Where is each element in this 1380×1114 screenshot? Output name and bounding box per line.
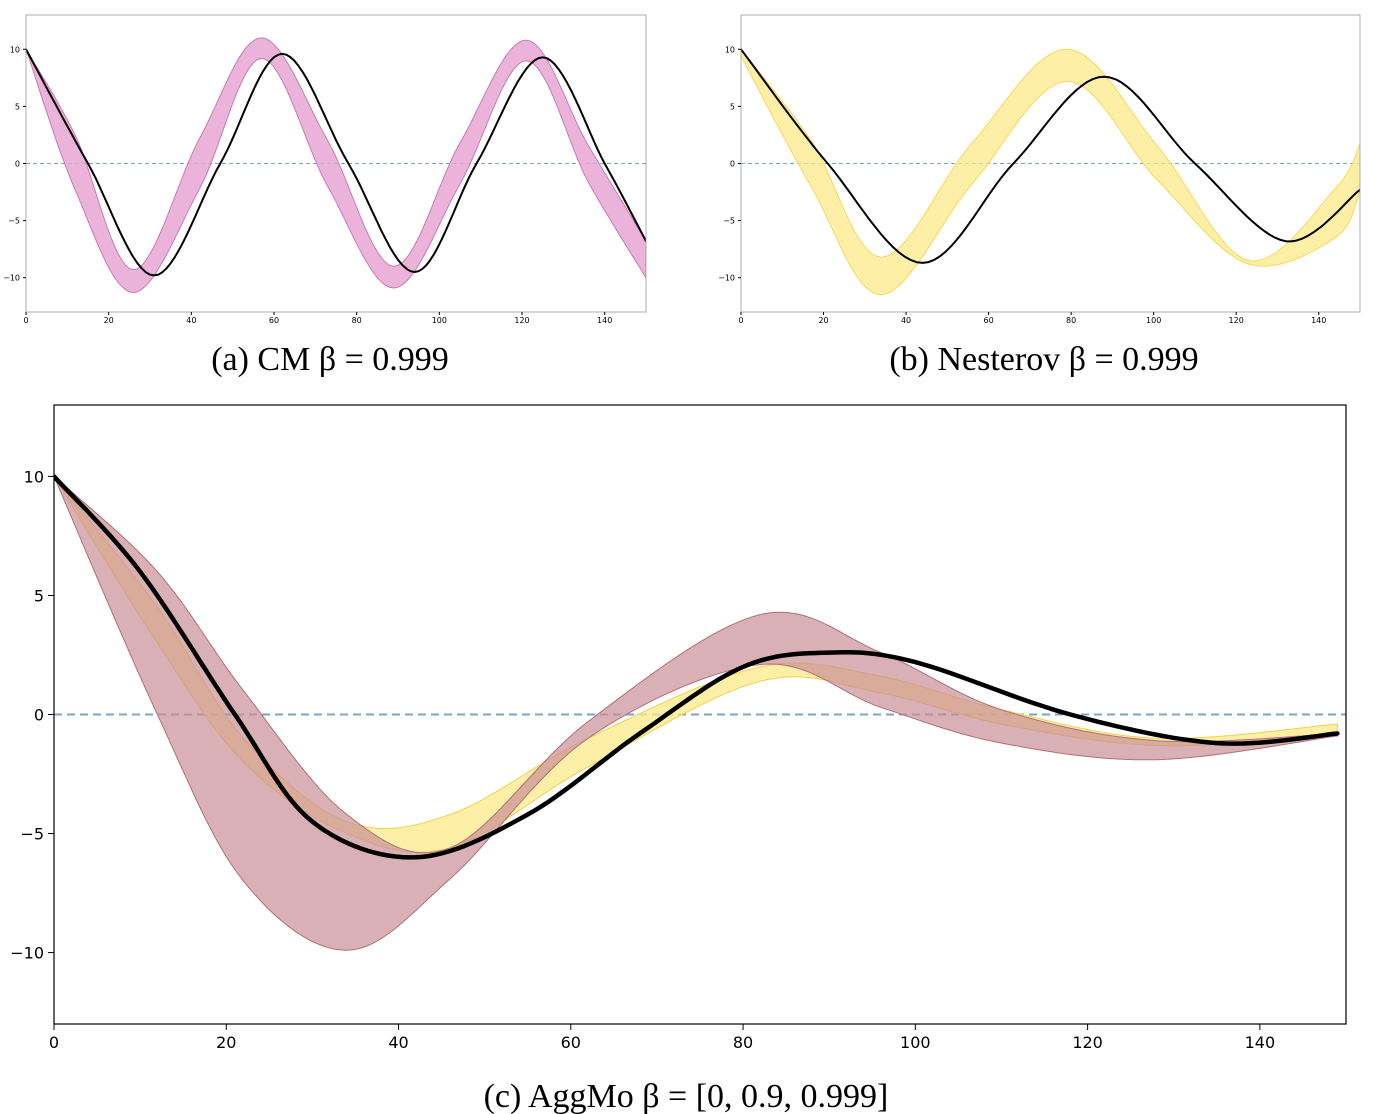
- plot-area: [26, 37, 646, 294]
- x-tick-label: 40: [901, 316, 911, 325]
- y-tick-label: 0: [15, 160, 20, 169]
- y-tick-label: 5: [34, 586, 44, 605]
- x-tick-label: 100: [1146, 316, 1161, 325]
- y-tick-label: −5: [723, 217, 735, 226]
- x-tick-label: 20: [216, 1033, 236, 1052]
- y-tick-label: −5: [8, 217, 20, 226]
- y-tick-label: 10: [10, 45, 20, 54]
- x-tick-label: 60: [561, 1033, 581, 1052]
- y-tick-label: −10: [3, 274, 20, 283]
- x-tick-label: 20: [104, 316, 114, 325]
- range-band-1: [26, 37, 646, 294]
- plot-area: [54, 474, 1346, 951]
- y-tick-label: −5: [20, 825, 44, 844]
- x-tick-label: 140: [1245, 1033, 1276, 1052]
- trajectory-line: [54, 474, 1340, 860]
- trajectory-line: [741, 48, 1360, 264]
- chart-cm: 0 20 40 60 80 100 120 140 −10 −5 0 5 10: [3, 14, 647, 325]
- x-tick-label: 100: [432, 316, 447, 325]
- x-tick-label: 120: [1229, 316, 1244, 325]
- x-tick-label: 80: [1066, 316, 1076, 325]
- chart-nesterov: 0 20 40 60 80 100 120 140 −10 −5 0 5 10: [718, 14, 1361, 325]
- x-tick-label: 60: [984, 316, 994, 325]
- y-tick-label: 0: [34, 706, 44, 725]
- x-tick-label: 140: [597, 316, 612, 325]
- caption-cm: (a) CM β = 0.999: [211, 341, 449, 378]
- x-tick-label: 60: [269, 316, 279, 325]
- y-tick-label: 10: [725, 45, 735, 54]
- x-tick-label: 0: [23, 316, 28, 325]
- y-tick-label: 5: [730, 102, 735, 111]
- x-tick-label: 120: [1072, 1033, 1103, 1052]
- x-tick-label: 80: [733, 1033, 753, 1052]
- y-tick-label: 10: [24, 467, 44, 486]
- trajectory-line: [26, 48, 646, 277]
- plot-area: [741, 48, 1360, 296]
- x-tick-label: 40: [388, 1033, 408, 1052]
- x-tick-label: 140: [1311, 316, 1326, 325]
- caption-nesterov: (b) Nesterov β = 0.999: [889, 341, 1198, 378]
- x-tick-label: 100: [900, 1033, 931, 1052]
- x-tick-label: 0: [738, 316, 743, 325]
- x-tick-label: 20: [818, 316, 828, 325]
- range-band-2: [54, 476, 1338, 951]
- range-band-1: [741, 48, 1360, 296]
- x-tick-label: 120: [514, 316, 529, 325]
- y-tick-label: 0: [730, 160, 735, 169]
- caption-aggmo: (c) AggMo β = [0, 0.9, 0.999]: [484, 1078, 889, 1114]
- x-tick-label: 80: [352, 316, 362, 325]
- x-tick-label: 0: [49, 1033, 59, 1052]
- x-tick-label: 40: [186, 316, 196, 325]
- y-tick-label: −10: [10, 944, 44, 963]
- chart-aggmo: 0 20 40 60 80 100 120 140 −10 −5 0 5 10: [10, 404, 1347, 1052]
- y-tick-label: −10: [718, 274, 735, 283]
- y-tick-label: 5: [15, 102, 20, 111]
